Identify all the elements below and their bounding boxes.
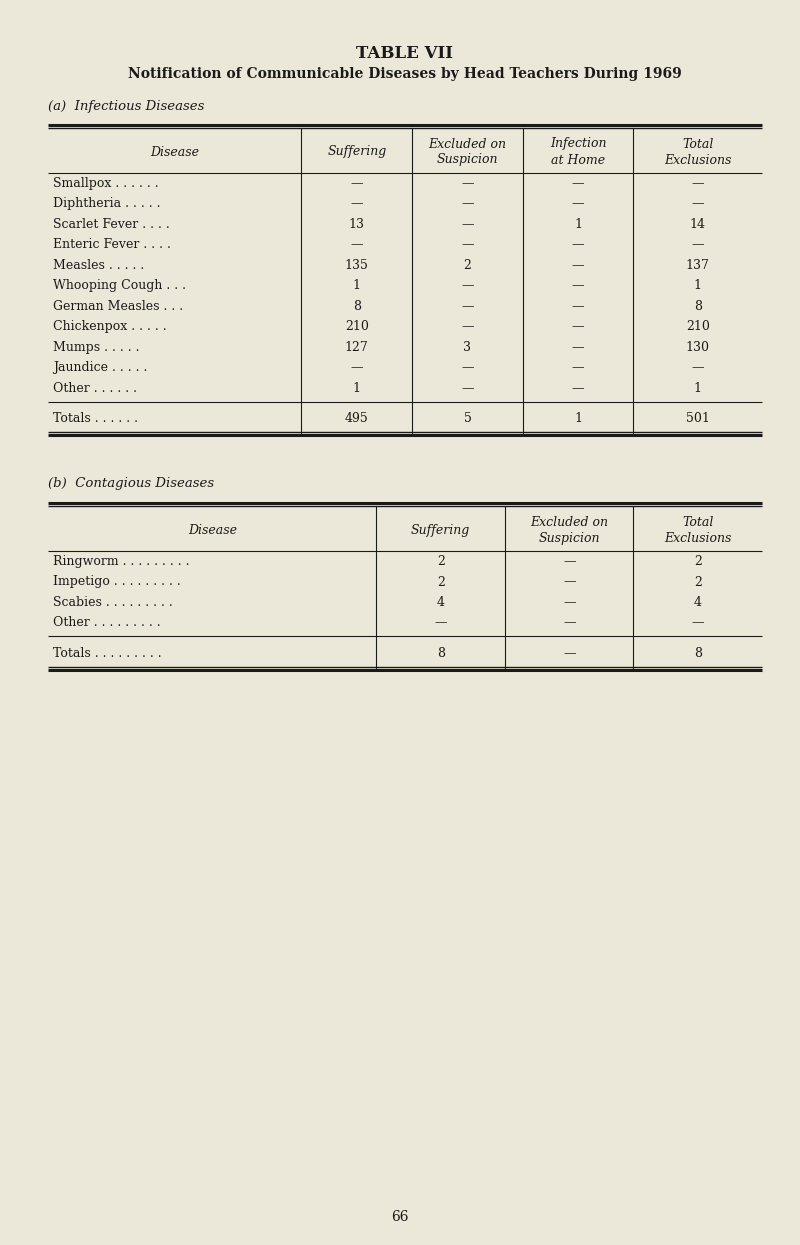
Text: 210: 210 — [686, 320, 710, 334]
Text: —: — — [462, 177, 474, 189]
Text: 4: 4 — [694, 596, 702, 609]
Text: 135: 135 — [345, 259, 369, 271]
Text: —: — — [691, 361, 704, 375]
Text: 2: 2 — [463, 259, 471, 271]
Text: —: — — [350, 238, 363, 251]
Text: —: — — [691, 197, 704, 210]
Text: 1: 1 — [353, 279, 361, 293]
Text: —: — — [462, 320, 474, 334]
Text: 2: 2 — [694, 555, 702, 568]
Text: Total
Exclusions: Total Exclusions — [664, 137, 731, 167]
Text: Total
Exclusions: Total Exclusions — [664, 515, 731, 545]
Text: 8: 8 — [437, 647, 445, 660]
Text: TABLE VII: TABLE VII — [357, 45, 454, 62]
Text: 8: 8 — [353, 300, 361, 312]
Text: Enteric Fever . . . .: Enteric Fever . . . . — [53, 238, 171, 251]
Text: —: — — [563, 575, 575, 589]
Text: 1: 1 — [353, 382, 361, 395]
Text: (b)  Contagious Diseases: (b) Contagious Diseases — [48, 477, 214, 491]
Text: Whooping Cough . . .: Whooping Cough . . . — [53, 279, 186, 293]
Text: 4: 4 — [437, 596, 445, 609]
Text: 127: 127 — [345, 341, 369, 354]
Text: German Measles . . .: German Measles . . . — [53, 300, 183, 312]
Text: Suffering: Suffering — [411, 524, 470, 537]
Text: 13: 13 — [349, 218, 365, 230]
Text: —: — — [462, 300, 474, 312]
Text: 5: 5 — [463, 412, 471, 426]
Text: 66: 66 — [391, 1210, 409, 1224]
Text: Excluded on
Suspicion: Excluded on Suspicion — [530, 515, 608, 545]
Text: 1: 1 — [694, 279, 702, 293]
Text: 14: 14 — [690, 218, 706, 230]
Text: Other . . . . . .: Other . . . . . . — [53, 382, 137, 395]
Text: 1: 1 — [574, 412, 582, 426]
Text: Chickenpox . . . . .: Chickenpox . . . . . — [53, 320, 166, 334]
Text: Measles . . . . .: Measles . . . . . — [53, 259, 144, 271]
Text: 210: 210 — [345, 320, 369, 334]
Text: 8: 8 — [694, 647, 702, 660]
Text: —: — — [572, 341, 584, 354]
Text: Scabies . . . . . . . . .: Scabies . . . . . . . . . — [53, 596, 173, 609]
Text: 2: 2 — [437, 575, 445, 589]
Text: —: — — [434, 616, 447, 630]
Text: 495: 495 — [345, 412, 369, 426]
Text: —: — — [572, 382, 584, 395]
Text: 1: 1 — [694, 382, 702, 395]
Text: Impetigo . . . . . . . . .: Impetigo . . . . . . . . . — [53, 575, 181, 589]
Text: —: — — [572, 259, 584, 271]
Text: Excluded on
Suspicion: Excluded on Suspicion — [429, 137, 506, 167]
Text: —: — — [462, 382, 474, 395]
Text: —: — — [572, 361, 584, 375]
Text: Notification of Communicable Diseases by Head Teachers During 1969: Notification of Communicable Diseases by… — [128, 67, 682, 81]
Text: 8: 8 — [694, 300, 702, 312]
Text: Ringworm . . . . . . . . .: Ringworm . . . . . . . . . — [53, 555, 190, 568]
Text: —: — — [350, 197, 363, 210]
Text: Suffering: Suffering — [327, 146, 386, 158]
Text: —: — — [563, 596, 575, 609]
Text: Scarlet Fever . . . .: Scarlet Fever . . . . — [53, 218, 170, 230]
Text: —: — — [572, 238, 584, 251]
Text: —: — — [691, 177, 704, 189]
Text: —: — — [572, 300, 584, 312]
Text: Mumps . . . . .: Mumps . . . . . — [53, 341, 139, 354]
Text: 501: 501 — [686, 412, 710, 426]
Text: —: — — [350, 361, 363, 375]
Text: —: — — [572, 279, 584, 293]
Text: Diphtheria . . . . .: Diphtheria . . . . . — [53, 197, 161, 210]
Text: —: — — [462, 361, 474, 375]
Text: —: — — [572, 197, 584, 210]
Text: —: — — [462, 238, 474, 251]
Text: —: — — [563, 616, 575, 630]
Text: —: — — [462, 197, 474, 210]
Text: —: — — [563, 647, 575, 660]
Text: 130: 130 — [686, 341, 710, 354]
Text: Totals . . . . . . . . .: Totals . . . . . . . . . — [53, 647, 162, 660]
Text: (a)  Infectious Diseases: (a) Infectious Diseases — [48, 100, 204, 113]
Text: —: — — [691, 238, 704, 251]
Text: Jaundice . . . . .: Jaundice . . . . . — [53, 361, 147, 375]
Text: Disease: Disease — [188, 524, 237, 537]
Text: —: — — [350, 177, 363, 189]
Text: Disease: Disease — [150, 146, 199, 158]
Text: 3: 3 — [463, 341, 471, 354]
Text: Totals . . . . . .: Totals . . . . . . — [53, 412, 138, 426]
Text: —: — — [572, 320, 584, 334]
Text: 137: 137 — [686, 259, 710, 271]
Text: 1: 1 — [574, 218, 582, 230]
Text: —: — — [462, 218, 474, 230]
Text: —: — — [563, 555, 575, 568]
Text: Other . . . . . . . . .: Other . . . . . . . . . — [53, 616, 161, 630]
Text: Infection
at Home: Infection at Home — [550, 137, 606, 167]
Text: 2: 2 — [694, 575, 702, 589]
Text: 2: 2 — [437, 555, 445, 568]
Text: —: — — [572, 177, 584, 189]
Text: Smallpox . . . . . .: Smallpox . . . . . . — [53, 177, 158, 189]
Text: —: — — [691, 616, 704, 630]
Text: —: — — [462, 279, 474, 293]
